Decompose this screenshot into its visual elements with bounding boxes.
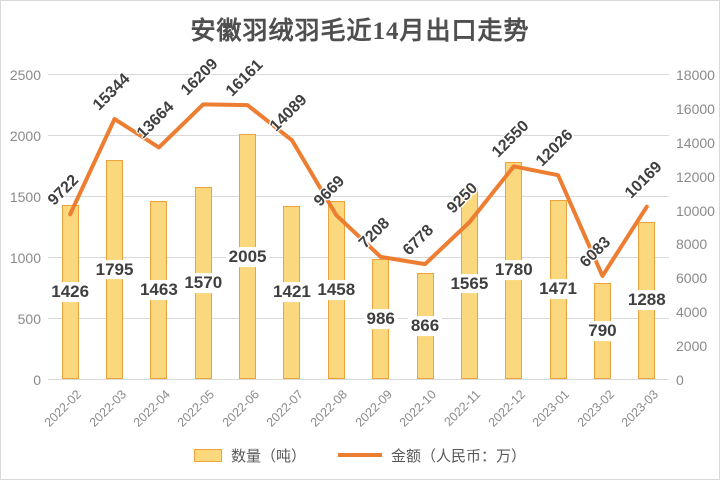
x-axis-label: 2022-05 (175, 387, 218, 430)
left-axis-tick: 500 (17, 311, 41, 327)
left-axis-tick: 2500 (9, 67, 41, 83)
x-axis-label: 2022-08 (308, 387, 351, 430)
chart-title: 安徽羽绒羽毛近14月出口走势 (190, 18, 530, 45)
right-axis-tick: 4000 (676, 304, 708, 321)
gridline (48, 379, 669, 380)
legend-quantity-swatch (193, 448, 222, 462)
right-axis-tick: 16000 (676, 100, 715, 117)
right-axis-tick: 0 (676, 372, 684, 388)
legend: 数量（吨） 金额（人民币：万） (1, 444, 719, 466)
gridline (48, 257, 669, 258)
bar-value-label: 1471 (536, 279, 581, 300)
bar-value-label: 1458 (314, 280, 359, 300)
x-axis-label: 2023-03 (618, 387, 662, 430)
bar-value-label: 1570 (181, 273, 226, 294)
right-axis-tick: 6000 (676, 270, 708, 287)
x-axis-label: 2022-10 (396, 387, 440, 430)
bar-value-label: 2005 (225, 246, 270, 267)
right-axis-tick: 18000 (676, 67, 715, 83)
plot-area: 1426 1795 1463 1570 2005 1421 1458 986 866 1565 17… (45, 56, 669, 380)
gridline (48, 318, 669, 319)
bar-value-label: 1780 (491, 260, 536, 281)
gridline (48, 196, 669, 197)
right-axis-tick: 2000 (676, 338, 708, 355)
x-axis-label: 2022-06 (219, 387, 262, 430)
x-axis-label: 2022-09 (352, 387, 395, 430)
x-axis-label: 2022-02 (42, 387, 85, 430)
bar-value-label: 866 (407, 316, 443, 337)
left-axis-tick: 0 (33, 372, 41, 388)
x-axis-label: 2023-02 (574, 387, 617, 430)
x-axis-label: 2022-04 (130, 387, 174, 430)
right-axis-tick: 8000 (676, 236, 708, 253)
right-axis-tick: 10000 (676, 202, 715, 219)
right-axis-tick: 12000 (676, 168, 715, 185)
left-axis-tick: 1500 (9, 189, 41, 205)
bar-value-label: 1288 (624, 290, 669, 311)
legend-amount-swatch (338, 453, 382, 457)
bar-value-label: 986 (363, 308, 398, 329)
x-axis-label: 2023-01 (529, 387, 573, 430)
x-axis-label: 2022-03 (86, 387, 129, 430)
amount-line (68, 102, 649, 278)
bar-value-label: 1421 (270, 282, 314, 303)
bar-value-label: 1565 (447, 273, 492, 294)
x-axis-label: 2022-12 (485, 387, 528, 430)
bar-value-label: 1463 (136, 279, 181, 300)
x-axis-label: 2022-11 (441, 387, 484, 429)
bar-value-label: 1795 (92, 259, 137, 280)
left-axis-tick: 2000 (9, 128, 41, 144)
legend-amount-label: 金额（人民币：万） (391, 447, 527, 465)
bar-value-label: 790 (585, 320, 620, 341)
legend-quantity-label: 数量（吨） (230, 447, 306, 465)
x-axis-label: 2022-07 (263, 387, 307, 430)
right-axis-tick: 14000 (676, 134, 715, 151)
bar-value-label: 1426 (48, 282, 93, 302)
left-axis-tick: 1000 (9, 250, 41, 266)
gridline (48, 74, 669, 75)
gridline (48, 135, 669, 136)
